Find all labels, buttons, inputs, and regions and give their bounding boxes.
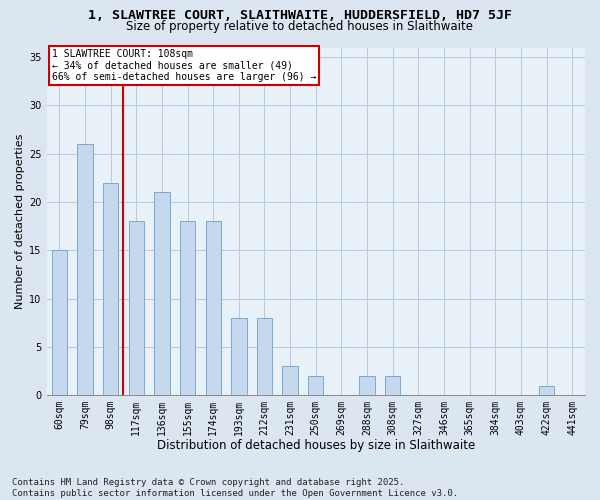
Bar [385, 376, 400, 395]
Text: Size of property relative to detached houses in Slaithwaite: Size of property relative to detached ho… [127, 20, 473, 33]
Bar [180, 222, 195, 395]
Bar [231, 318, 247, 395]
Text: 1, SLAWTREE COURT, SLAITHWAITE, HUDDERSFIELD, HD7 5JF: 1, SLAWTREE COURT, SLAITHWAITE, HUDDERSF… [88, 9, 512, 22]
Bar [206, 222, 221, 395]
Bar [77, 144, 92, 395]
Text: 1 SLAWTREE COURT: 108sqm
← 34% of detached houses are smaller (49)
66% of semi-d: 1 SLAWTREE COURT: 108sqm ← 34% of detach… [52, 49, 316, 82]
Bar [128, 222, 144, 395]
Bar [359, 376, 375, 395]
Bar [257, 318, 272, 395]
Bar [52, 250, 67, 395]
Text: Contains HM Land Registry data © Crown copyright and database right 2025.
Contai: Contains HM Land Registry data © Crown c… [12, 478, 458, 498]
Bar [154, 192, 170, 395]
Bar [103, 182, 118, 395]
Bar [283, 366, 298, 395]
X-axis label: Distribution of detached houses by size in Slaithwaite: Distribution of detached houses by size … [157, 440, 475, 452]
Bar [539, 386, 554, 395]
Bar [308, 376, 323, 395]
Y-axis label: Number of detached properties: Number of detached properties [15, 134, 25, 309]
